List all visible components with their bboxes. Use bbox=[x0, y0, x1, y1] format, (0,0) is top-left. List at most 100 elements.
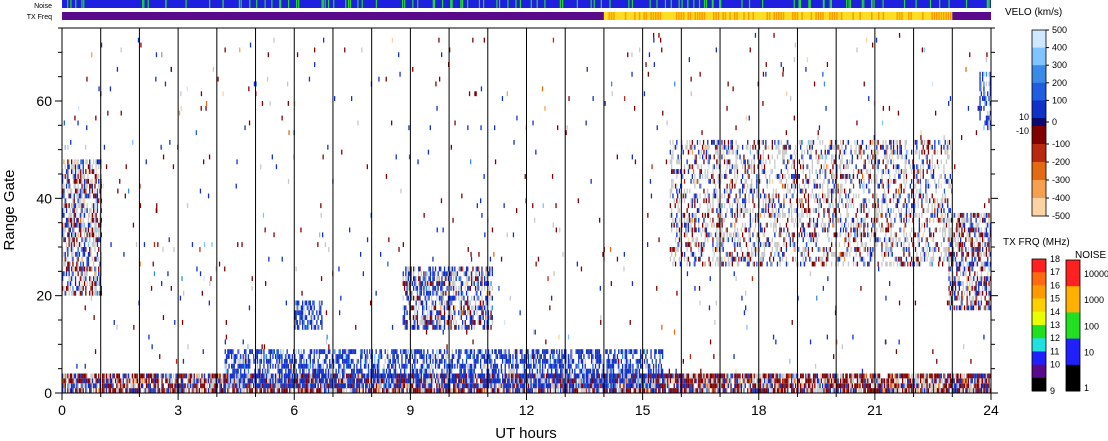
echo-cell bbox=[823, 373, 825, 379]
echo-cell bbox=[214, 383, 216, 389]
echo-cell bbox=[76, 237, 78, 243]
echo-cell bbox=[264, 383, 266, 389]
echo-cell bbox=[671, 373, 673, 379]
echo-cell bbox=[660, 368, 662, 374]
echo-cell bbox=[313, 368, 315, 374]
echo-cell bbox=[255, 383, 257, 389]
echo-cell bbox=[425, 358, 428, 364]
echo-cell bbox=[445, 358, 447, 364]
echo-cell bbox=[360, 358, 362, 364]
echo-cell bbox=[505, 383, 508, 389]
echo-cell bbox=[535, 378, 537, 384]
echo-cell bbox=[183, 373, 185, 379]
echo-cell bbox=[96, 256, 99, 262]
echo-cell bbox=[932, 388, 935, 393]
echo-cell bbox=[120, 383, 122, 389]
echo-cell bbox=[646, 383, 648, 389]
echo-cell bbox=[974, 378, 976, 384]
echo-cell bbox=[380, 373, 382, 379]
echo-cell bbox=[458, 354, 460, 359]
echo-cell bbox=[277, 368, 279, 374]
echo-cell bbox=[303, 320, 305, 325]
echo-cell bbox=[307, 388, 309, 393]
echo-cell bbox=[625, 358, 628, 364]
echo-cell bbox=[189, 383, 191, 389]
echo-cell bbox=[487, 368, 490, 374]
echo-cell bbox=[394, 349, 397, 355]
echo-cell bbox=[984, 378, 986, 384]
echo-cell bbox=[398, 388, 401, 393]
echo-cell bbox=[307, 358, 309, 364]
echo-cell bbox=[304, 324, 306, 330]
echo-cell bbox=[398, 363, 401, 369]
echo-cell bbox=[785, 373, 788, 379]
echo-cell bbox=[283, 358, 286, 364]
echo-cell bbox=[536, 368, 539, 374]
echo-cell bbox=[242, 373, 244, 379]
echo-cell bbox=[843, 383, 846, 389]
echo-cell bbox=[849, 378, 851, 384]
echo-cell bbox=[264, 378, 266, 384]
echo-cell bbox=[418, 383, 420, 389]
echo-cell bbox=[603, 383, 606, 389]
echo-cell bbox=[902, 388, 904, 393]
echo-cell bbox=[597, 388, 599, 393]
echo-cell bbox=[969, 383, 971, 389]
echo-cell bbox=[891, 378, 893, 384]
echo-cell bbox=[978, 383, 980, 389]
echo-cell bbox=[336, 373, 339, 379]
echo-cell bbox=[431, 363, 433, 369]
txfreq-strip-tick bbox=[836, 12, 838, 20]
echo-cell bbox=[335, 388, 337, 393]
echo-cell bbox=[423, 383, 425, 389]
echo-cell bbox=[387, 349, 389, 355]
echo-cell bbox=[258, 383, 260, 389]
echo-cell bbox=[887, 373, 890, 379]
echo-cell bbox=[99, 159, 101, 165]
echo-cell bbox=[533, 378, 535, 384]
txfreq-strip-tick bbox=[815, 12, 817, 20]
echo-cell bbox=[982, 383, 984, 389]
echo-cell bbox=[318, 324, 321, 330]
echo-cell bbox=[312, 378, 314, 384]
echo-cell bbox=[76, 212, 78, 218]
echo-cell bbox=[703, 383, 705, 389]
echo-cell bbox=[473, 383, 475, 389]
echo-cell bbox=[840, 388, 842, 393]
echo-cell bbox=[299, 363, 301, 369]
echo-cell bbox=[293, 383, 295, 389]
echo-cell bbox=[325, 368, 327, 374]
echo-cell bbox=[442, 373, 444, 379]
echo-cell bbox=[654, 373, 656, 379]
echo-cell bbox=[397, 373, 399, 379]
echo-cell bbox=[268, 349, 270, 355]
echo-cell bbox=[740, 388, 742, 393]
echo-cell bbox=[351, 349, 353, 355]
echo-cell bbox=[196, 383, 198, 389]
echo-cell bbox=[805, 378, 807, 384]
echo-cell bbox=[193, 373, 195, 379]
echo-cell bbox=[961, 373, 963, 379]
echo-cell bbox=[655, 363, 657, 369]
echo-cell bbox=[103, 383, 105, 389]
echo-cell bbox=[638, 368, 641, 374]
echo-cell bbox=[406, 290, 408, 296]
echo-cell bbox=[698, 378, 700, 384]
echo-cell bbox=[743, 383, 745, 389]
echo-cell bbox=[194, 383, 197, 389]
echo-cell bbox=[366, 349, 368, 355]
echo-cell bbox=[392, 378, 394, 384]
echo-cell bbox=[812, 378, 815, 384]
echo-cell bbox=[584, 388, 586, 393]
echo-cell bbox=[402, 383, 404, 389]
echo-cell bbox=[771, 378, 773, 384]
echo-cell bbox=[797, 383, 799, 389]
txfreq-strip-tick bbox=[689, 12, 692, 20]
echo-cell bbox=[69, 208, 71, 213]
echo-cell bbox=[361, 378, 363, 384]
noise-strip-tick bbox=[441, 0, 444, 8]
txfreq-strip-tick bbox=[717, 12, 720, 20]
echo-cell bbox=[321, 368, 323, 374]
echo-cell bbox=[911, 378, 913, 384]
echo-cell bbox=[406, 383, 408, 389]
